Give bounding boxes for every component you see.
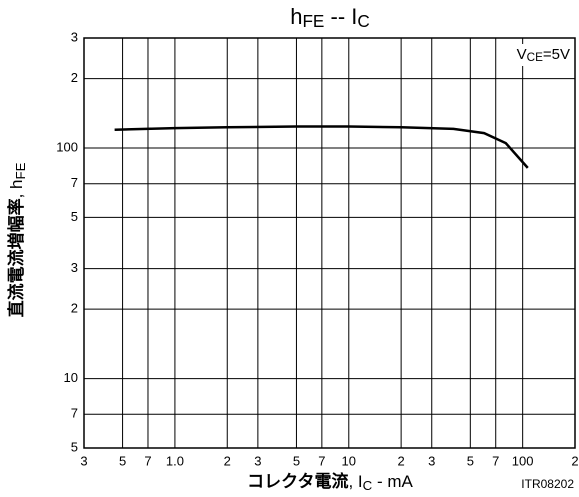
annotation-part: V (517, 46, 527, 63)
x-axis-label: コレクタ電流, IC - mA (247, 471, 413, 492)
chart-title-part: h (290, 4, 302, 29)
y-tick-label: 5 (71, 439, 78, 454)
y-tick-label: 5 (71, 209, 78, 224)
y-tick-label: 7 (71, 175, 78, 190)
x-tick-label: 7 (492, 453, 499, 468)
y-axis-label-part: , h (7, 180, 26, 199)
x-tick-label: 3 (80, 453, 87, 468)
x-tick-label: 5 (467, 453, 474, 468)
y-tick-label: 10 (64, 370, 78, 385)
chart-title-part: FE (302, 11, 324, 31)
x-tick-label: 7 (144, 453, 151, 468)
annotation-part: CE (527, 51, 543, 64)
annotation: VCE=5V (517, 46, 570, 64)
y-axis-label-part: FE (13, 162, 28, 179)
x-tick-label: 10 (342, 453, 356, 468)
chart-title: hFE -- IC (290, 4, 370, 31)
curve (114, 125, 529, 169)
x-tick-label: 3 (428, 453, 435, 468)
x-axis-label-part: , I (348, 472, 362, 491)
x-tick-label: 5 (293, 453, 300, 468)
y-tick-label: 2 (71, 301, 78, 316)
x-tick-label: 7 (318, 453, 325, 468)
x-tick-label: 1.0 (166, 453, 184, 468)
y-tick-label: 100 (56, 139, 78, 154)
chart-title-part: C (357, 11, 369, 31)
y-tick-label: 7 (71, 406, 78, 421)
plot-frame (83, 37, 576, 449)
x-axis-label-part: C (363, 478, 373, 493)
x-tick-label: 3 (254, 453, 261, 468)
footer: ITR08202 (521, 477, 574, 491)
y-tick-label: 3 (71, 29, 78, 44)
x-axis-label-part: コレクタ電流 (247, 471, 348, 491)
y-axis-label: 直流電流増幅率, hFE (6, 162, 27, 317)
y-axis-label-part: 直流電流増幅率 (6, 198, 26, 317)
y-tick-label: 3 (71, 260, 78, 275)
x-tick-label: 5 (119, 453, 126, 468)
x-tick-label: 2 (571, 453, 578, 468)
x-tick-label: 2 (398, 453, 405, 468)
x-axis-label-part: - mA (372, 472, 413, 491)
x-tick-label: 2 (224, 453, 231, 468)
annotation-bg (498, 44, 572, 66)
x-tick-label: 100 (512, 453, 534, 468)
annotation-part: =5V (543, 46, 570, 63)
chart-title-part: -- I (324, 4, 357, 29)
y-tick-label: 2 (71, 70, 78, 85)
